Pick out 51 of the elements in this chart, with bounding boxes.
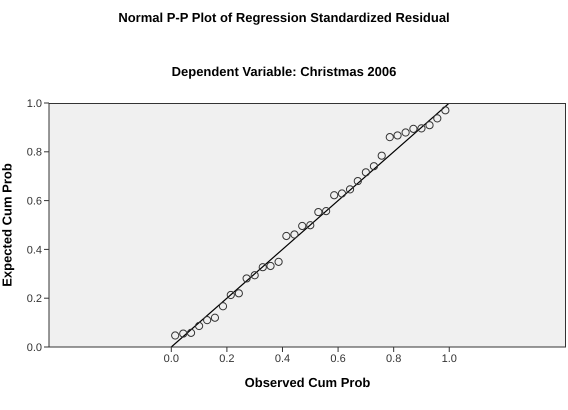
x-tick-label: 0.2 (219, 352, 235, 365)
x-axis-title: Observed Cum Prob (244, 375, 370, 390)
point (330, 191, 338, 200)
point (322, 206, 330, 216)
y-tick-label: 0.6 (26, 196, 42, 208)
point (179, 329, 188, 338)
point (409, 124, 418, 133)
point (314, 208, 322, 216)
point (370, 162, 378, 170)
chart-title: Normal P-P Plot of Regression Standardized Residual (117, 10, 451, 25)
y-tick-label: 0.8 (26, 146, 42, 159)
y-tick-label: 1.0 (26, 98, 42, 110)
y-tick-label: 0.4 (26, 244, 42, 256)
point (274, 258, 283, 266)
point (298, 222, 306, 230)
y-axis-title: Expected Cum Prob (0, 163, 15, 287)
point (282, 232, 290, 240)
point (441, 106, 450, 114)
point (393, 131, 402, 140)
point (362, 168, 370, 176)
point (402, 128, 410, 137)
point (354, 176, 362, 186)
x-tick-label: 0.4 (274, 352, 290, 365)
point (266, 262, 275, 270)
point (250, 271, 259, 280)
point (425, 121, 434, 130)
y-tick-label: 0.0 (26, 342, 42, 354)
point (218, 302, 228, 310)
point (306, 221, 314, 230)
point (194, 322, 204, 330)
point (417, 124, 426, 132)
point (203, 316, 212, 324)
y-tick-label: 0.2 (26, 293, 42, 306)
x-tick-label: 1.0 (442, 352, 457, 365)
x-tick-label: 0.8 (386, 352, 402, 365)
point (171, 331, 180, 340)
point (226, 290, 235, 300)
point (386, 133, 394, 142)
point (290, 230, 299, 239)
point (258, 263, 267, 272)
chart-subtitle: Dependent Variable: Christmas 2006 (170, 64, 398, 79)
point (378, 152, 386, 160)
x-tick-label: 0.6 (330, 352, 346, 365)
point (234, 289, 243, 298)
x-tick-label: 0.0 (164, 352, 179, 365)
point (210, 314, 220, 322)
point (338, 189, 346, 198)
point (346, 185, 354, 194)
point (186, 328, 196, 337)
point (242, 274, 251, 283)
point (433, 114, 442, 122)
